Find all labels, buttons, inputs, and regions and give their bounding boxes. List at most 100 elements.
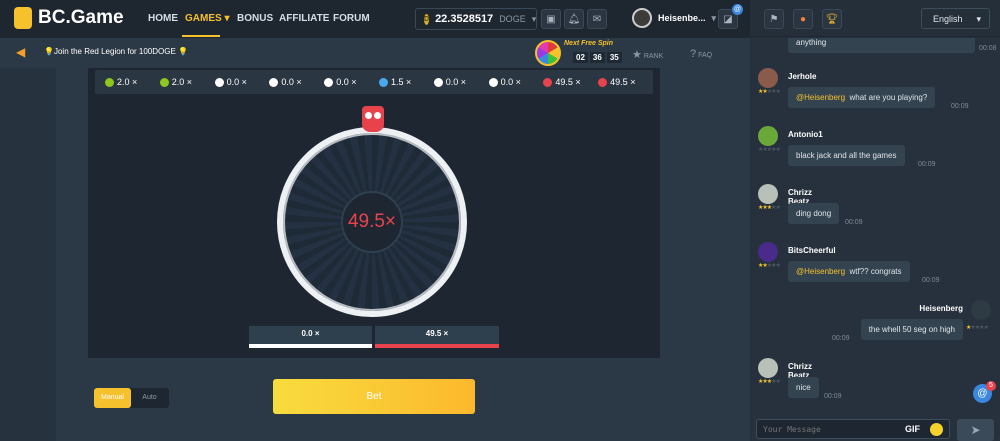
chevron-down-icon: ▾: [711, 12, 717, 23]
user-level-stars: ★★★★★: [966, 325, 989, 331]
history-dot: [324, 77, 334, 87]
message-time: 00:09: [824, 393, 842, 400]
at-icon: @: [977, 388, 988, 399]
history-value: 2.0 ×: [117, 77, 138, 87]
gif-button[interactable]: GIF: [905, 424, 920, 434]
wallet-selector[interactable]: D 22.3528517 DOGE ▾: [415, 8, 537, 30]
history-value: 49.5 ×: [610, 77, 636, 87]
message-text: black jack and all the games: [788, 145, 905, 166]
doge-coin-icon: D: [424, 13, 430, 25]
mail-icon: ✉: [592, 13, 602, 25]
message-time: 00:09: [922, 277, 940, 284]
auto-tab[interactable]: Auto: [142, 394, 157, 401]
nav-affiliate[interactable]: AFFILIATE: [279, 13, 330, 24]
user-level-stars: ★★★★★: [758, 263, 781, 269]
nav-games[interactable]: GAMES ▾: [185, 13, 229, 24]
message-text: @Heisenberg wtf?? congrats: [788, 261, 910, 282]
history-dot: [105, 77, 114, 87]
chat-message: anything: [788, 36, 975, 53]
message-time: 00:08: [979, 45, 997, 52]
chat-tab-3[interactable]: 🏆︎: [822, 9, 842, 29]
history-value: 0.0 ×: [500, 77, 521, 87]
active-nav-underline: [182, 35, 220, 37]
wallet-button[interactable]: ▣: [541, 9, 561, 29]
mention[interactable]: @Heisenberg: [796, 93, 846, 102]
faq-link[interactable]: ? FAQ: [690, 48, 712, 60]
balance: 22.3528517: [435, 13, 494, 25]
messages-button[interactable]: ✉: [587, 9, 607, 29]
history-value: 0.0 ×: [226, 77, 247, 87]
emoji-icon[interactable]: [930, 423, 943, 436]
history-item: 2.0 ×: [105, 77, 160, 87]
user-level-stars: ★★★★★: [758, 147, 781, 153]
avatar: [758, 358, 778, 378]
send-button[interactable]: ➤: [957, 419, 994, 441]
result-history: 2.0 × 2.0 × 0.0 × 0.0 × 0.0 × 1.5 × 0.0 × 0.0 ×…: [95, 70, 653, 94]
megaphone-icon: ◀: [16, 45, 26, 59]
history-item: 0.0 ×: [214, 77, 270, 87]
question-icon: ?: [690, 48, 697, 60]
chat-tab-2[interactable]: ●: [793, 9, 813, 29]
user-level-stars: ★★★★★: [758, 205, 781, 211]
message-text: anything: [788, 38, 975, 53]
history-value: 1.5 ×: [390, 77, 412, 87]
notifications-button[interactable]: 🔔︎: [564, 9, 584, 29]
message-text: nice: [788, 377, 819, 398]
segment-bar: [375, 344, 499, 348]
rank-link[interactable]: ★ RANK: [632, 48, 663, 61]
segment-label: 49.5 ×: [425, 329, 449, 338]
history-value: 2.0 ×: [171, 77, 193, 87]
message-body: wtf?? congrats: [849, 267, 902, 276]
message-time: 00:09: [951, 103, 969, 110]
nav-games-label: GAMES: [185, 13, 222, 24]
history-item: 49.5 ×: [543, 77, 598, 87]
nav-home[interactable]: HOME: [148, 13, 178, 24]
logo-text: BC.Game: [38, 7, 124, 28]
message-username: Heisenberg: [919, 304, 963, 313]
avatar: [758, 242, 778, 262]
owl-pointer-icon: [362, 106, 384, 132]
history-item: 2.0 ×: [159, 77, 215, 87]
fireball-icon: ●: [799, 13, 807, 25]
user-level-stars: ★★★★★: [758, 379, 781, 385]
history-item: 0.0 ×: [269, 77, 324, 87]
chat-tab-1[interactable]: ⚑: [764, 9, 784, 29]
logo-icon: [14, 7, 32, 29]
user-level-stars: ★★★★★: [758, 89, 781, 95]
history-value: 49.5 ×: [555, 77, 581, 87]
language-select[interactable]: English ▾: [921, 8, 990, 29]
left-sidebar: [0, 68, 56, 441]
bell-icon: 🔔︎: [567, 13, 581, 25]
chat-message: ★★★★★ BitsCheerful @Heisenberg wtf?? con…: [758, 242, 940, 284]
chat-toggle-button[interactable]: ◪: [718, 9, 738, 29]
message-username: BitsCheerful: [788, 246, 836, 255]
free-spin-widget[interactable]: Next Free Spin 02 36 35: [535, 38, 625, 68]
mention[interactable]: @Heisenberg: [796, 267, 846, 276]
wallet-icon: ▣: [546, 13, 556, 25]
user-menu[interactable]: Heisenbe... ▾: [632, 8, 716, 28]
history-item: 0.0 ×: [488, 77, 544, 87]
chat-message: ★★★★★ Chrizz Beatz nice 00:09: [758, 358, 842, 400]
nav-forum[interactable]: FORUM: [333, 13, 370, 24]
history-dot: [214, 77, 224, 87]
username: Heisenbe...: [658, 13, 706, 23]
logo[interactable]: BC.Game: [14, 7, 124, 29]
rank-label: RANK: [643, 53, 664, 60]
nav-bonus[interactable]: BONUS: [237, 13, 274, 24]
message-username: Chrizz Beatz: [788, 188, 812, 206]
avatar: [758, 126, 778, 146]
message-username: Jerhole: [788, 72, 817, 81]
sub-header: [0, 38, 750, 68]
promo-text[interactable]: 💡Join the Red Legion for 100DOGE 💡: [44, 47, 188, 56]
message-time: 00:09: [918, 161, 936, 168]
mentions-count-badge: 5: [986, 381, 996, 391]
bet-button[interactable]: Bet: [273, 379, 475, 414]
chat-header: [750, 0, 1000, 37]
history-item: 0.0 ×: [324, 77, 379, 87]
manual-tab[interactable]: Manual: [94, 388, 131, 408]
history-dot: [433, 77, 443, 87]
avatar: [632, 8, 652, 28]
history-dot: [543, 77, 553, 87]
chat-message-input[interactable]: [756, 419, 950, 439]
history-dot: [159, 77, 169, 87]
